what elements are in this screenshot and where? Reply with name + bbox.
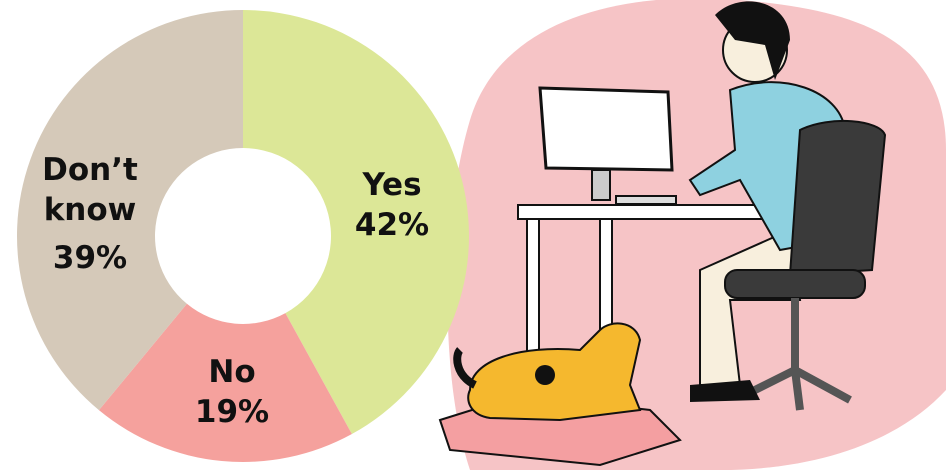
data-label: No 19% — [177, 352, 287, 432]
donut-segment — [16, 10, 243, 411]
monitor-stand — [591, 169, 611, 201]
data-label: Don’t know 39% — [25, 150, 155, 278]
category-label: No — [208, 354, 256, 390]
donut — [16, 10, 470, 462]
value-label: 42% — [354, 207, 430, 243]
chair-seat — [724, 269, 866, 299]
category-label: Don’t know — [42, 152, 138, 228]
dog-spot — [535, 365, 555, 385]
dog-tail — [453, 347, 478, 389]
keyboard — [615, 195, 677, 205]
shoes — [690, 380, 760, 402]
category-label: Yes — [362, 167, 422, 203]
desk-top — [517, 204, 769, 220]
hair — [715, 1, 790, 80]
value-label: 19% — [194, 394, 270, 430]
value-label: 39% — [52, 240, 128, 276]
chair-base — [743, 298, 852, 411]
monitor — [538, 86, 674, 172]
donut-segment — [98, 303, 352, 462]
data-label: Yes 42% — [337, 165, 447, 245]
illustration — [438, 0, 946, 470]
donut-segment — [243, 10, 470, 435]
chair-back — [788, 119, 887, 277]
